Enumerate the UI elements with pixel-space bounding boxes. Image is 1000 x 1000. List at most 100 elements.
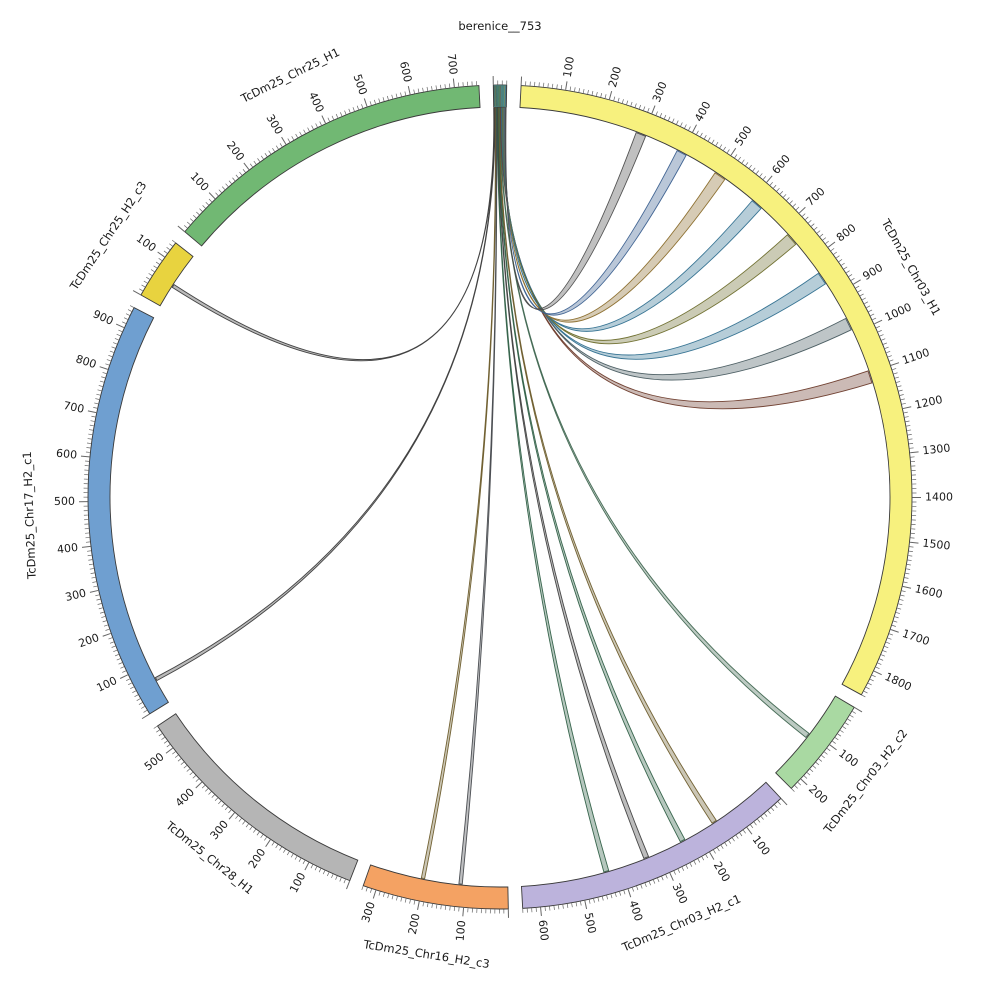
tick-mark bbox=[331, 115, 334, 120]
tick-mark bbox=[279, 143, 283, 147]
tick-mark bbox=[779, 190, 784, 195]
tick-mark bbox=[413, 900, 416, 905]
tick-mark bbox=[905, 572, 910, 575]
tick-mark bbox=[243, 162, 250, 170]
tick-label: 300 bbox=[650, 80, 670, 104]
tick-mark bbox=[647, 107, 650, 112]
tick-mark bbox=[907, 434, 912, 436]
tick-mark bbox=[596, 91, 598, 97]
tick-label: 1600 bbox=[914, 582, 944, 601]
tick-label: 1500 bbox=[922, 537, 951, 553]
tick-mark bbox=[387, 95, 389, 100]
tick-mark bbox=[143, 280, 148, 284]
tick-mark bbox=[88, 559, 93, 561]
tick-mark bbox=[196, 211, 200, 215]
tick-mark bbox=[869, 678, 874, 682]
tick-mark bbox=[855, 285, 860, 289]
tick-mark bbox=[404, 91, 407, 96]
tick-mark bbox=[551, 83, 554, 88]
tick-mark bbox=[235, 815, 239, 819]
tick-mark bbox=[271, 841, 275, 846]
source-bands-group bbox=[493, 86, 507, 107]
tick-mark bbox=[106, 359, 111, 362]
tick-mark bbox=[673, 870, 676, 875]
tick-mark bbox=[887, 637, 892, 640]
tick-mark bbox=[853, 279, 861, 285]
tick-mark bbox=[750, 824, 754, 829]
tick-mark bbox=[896, 381, 901, 383]
tick-label: 1300 bbox=[922, 441, 951, 457]
tick-mark bbox=[783, 194, 787, 198]
tick-mark bbox=[752, 167, 756, 172]
tick-mark bbox=[825, 240, 829, 244]
tick-label: 500 bbox=[732, 124, 755, 149]
tick-mark bbox=[114, 338, 119, 341]
tick-mark bbox=[906, 564, 911, 566]
tick-mark bbox=[121, 321, 126, 324]
source-band bbox=[495, 86, 497, 107]
tick-mark bbox=[303, 129, 306, 134]
tick-mark bbox=[105, 628, 110, 631]
tick-mark bbox=[314, 866, 318, 871]
tick-label: 500 bbox=[54, 495, 75, 508]
tick-mark bbox=[753, 821, 757, 826]
tick-mark bbox=[803, 775, 808, 779]
tick-mark bbox=[684, 124, 687, 129]
tick-mark bbox=[562, 904, 564, 909]
tick-mark bbox=[422, 902, 424, 907]
tick-mark bbox=[400, 92, 402, 97]
tick-mark bbox=[848, 274, 853, 277]
tick-mark bbox=[235, 174, 239, 179]
tick-mark bbox=[623, 890, 626, 895]
tick-mark bbox=[811, 223, 815, 227]
tick-mark bbox=[322, 870, 326, 875]
tick-mark bbox=[268, 150, 272, 155]
tick-mark bbox=[906, 568, 911, 570]
tick-mark bbox=[122, 670, 127, 673]
tick-mark bbox=[701, 856, 705, 861]
tick-mark bbox=[88, 429, 93, 431]
tick-mark bbox=[228, 812, 235, 820]
tick-mark bbox=[617, 97, 620, 102]
tick-label: 300 bbox=[359, 900, 378, 924]
tick-mark bbox=[302, 860, 306, 865]
link-ribbon bbox=[154, 107, 496, 682]
tick-label: 100 bbox=[134, 232, 159, 255]
tick-mark bbox=[745, 162, 749, 166]
segment-name: TcDm25_Chr25_H1 bbox=[238, 45, 342, 106]
tick-mark bbox=[444, 84, 446, 89]
tick-mark bbox=[264, 836, 267, 841]
tick-mark bbox=[835, 255, 840, 259]
tick-mark bbox=[897, 385, 902, 388]
tick-mark bbox=[786, 197, 790, 201]
tick-mark bbox=[378, 891, 381, 896]
tick-mark bbox=[171, 239, 176, 243]
tick-mark bbox=[343, 879, 346, 884]
tick-label: 200 bbox=[606, 65, 624, 89]
tick-mark bbox=[689, 862, 693, 867]
tick-mark bbox=[99, 380, 104, 383]
tick-mark bbox=[871, 674, 876, 678]
tick-mark bbox=[127, 309, 132, 312]
tick-mark bbox=[726, 149, 730, 153]
tick-label: 400 bbox=[173, 786, 197, 810]
tick-mark bbox=[163, 740, 168, 744]
tick-mark bbox=[111, 346, 116, 349]
tick-mark bbox=[189, 771, 193, 776]
link-ribbon bbox=[420, 107, 497, 880]
tick-mark bbox=[762, 176, 767, 180]
tick-mark bbox=[668, 116, 671, 121]
tick-mark bbox=[821, 755, 825, 759]
tick-mark bbox=[363, 98, 368, 107]
tick-mark bbox=[113, 342, 118, 345]
tick-mark bbox=[183, 765, 188, 769]
tick-mark bbox=[767, 810, 771, 814]
tick-mark bbox=[906, 425, 911, 427]
tick-mark bbox=[413, 89, 415, 94]
tick-mark bbox=[894, 616, 899, 619]
tick-mark bbox=[417, 901, 420, 910]
tick-mark bbox=[108, 637, 113, 640]
tick-mark bbox=[806, 772, 811, 776]
tick-mark bbox=[808, 220, 812, 224]
tick-mark bbox=[139, 288, 143, 292]
